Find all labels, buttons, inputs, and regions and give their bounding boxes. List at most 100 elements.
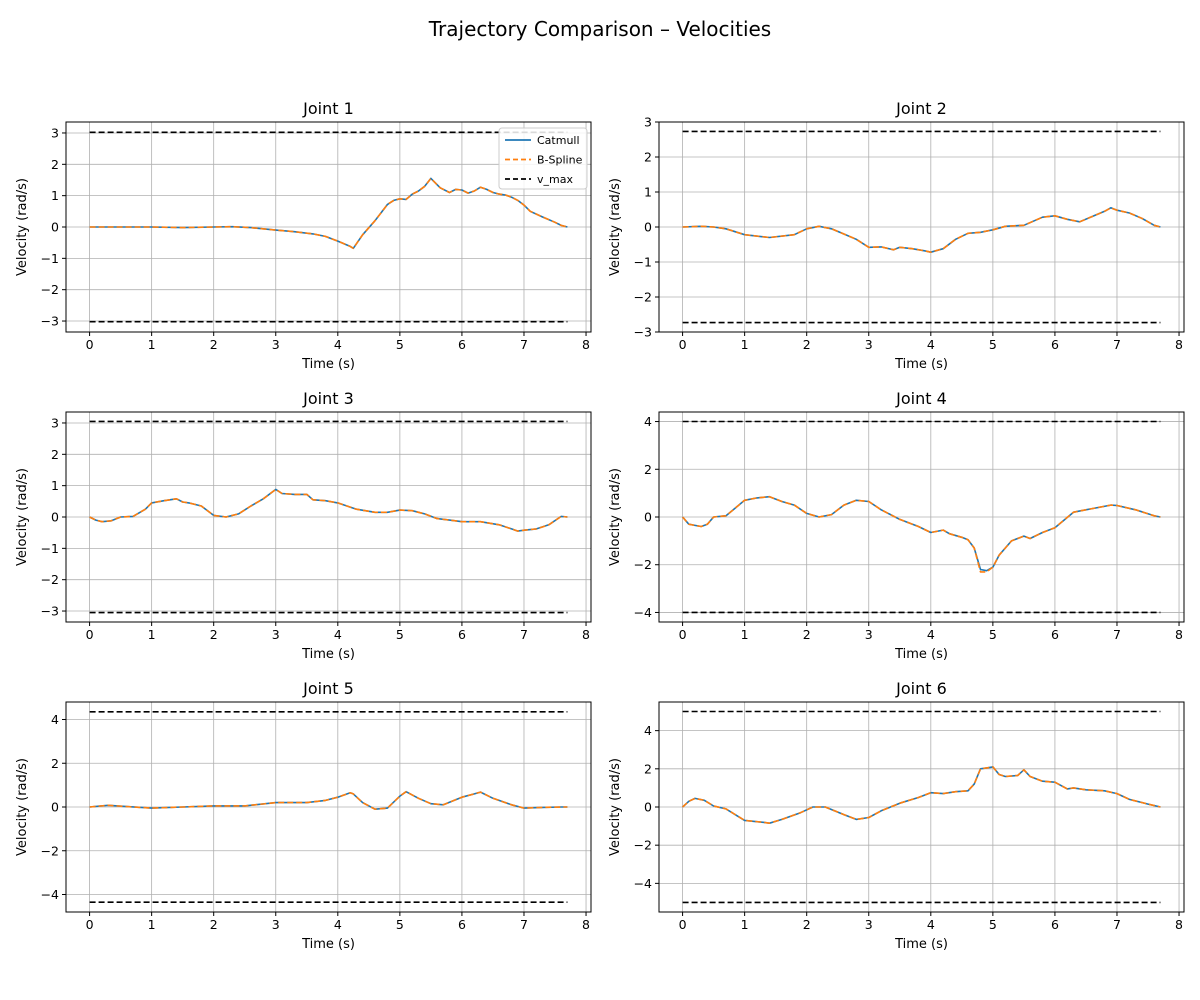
y-tick-label: 4 <box>51 712 59 727</box>
subplot-joint-1: 0 1 2 3 4 5 6 7 8 −3 −2 −1 0 1 2 3 Joint 1 Time (s) Veloci… <box>15 99 592 372</box>
x-tick-label: 8 <box>582 627 590 642</box>
x-tick-label: 7 <box>520 337 528 352</box>
x-tick-label: 8 <box>1175 917 1183 932</box>
y-tick-label: −4 <box>634 605 652 620</box>
y-tick-label: 2 <box>51 756 59 771</box>
y-tick-label: 2 <box>644 462 652 477</box>
subplot-title: Joint 6 <box>895 679 947 698</box>
y-axis-label: Velocity (rad/s) <box>608 178 623 276</box>
y-tick-label: 3 <box>51 415 59 430</box>
x-tick-label: 8 <box>1175 337 1183 352</box>
x-tick-label: 7 <box>1113 917 1121 932</box>
x-tick-label: 0 <box>86 627 94 642</box>
y-tick-label: −4 <box>634 876 652 891</box>
x-tick-label: 5 <box>989 337 997 352</box>
x-tick-label: 1 <box>148 337 156 352</box>
y-axis-label: Velocity (rad/s) <box>608 758 623 856</box>
x-tick-label: 0 <box>679 337 687 352</box>
legend-box <box>498 127 588 190</box>
x-tick-label: 4 <box>334 337 342 352</box>
x-tick-label: 2 <box>210 627 218 642</box>
y-tick-label: −2 <box>634 838 652 853</box>
x-tick-label: 5 <box>396 627 404 642</box>
subplot-joint-5: 0 1 2 3 4 5 6 7 8 −4 −2 0 2 4 Joint 5 Time (s) Velocity … <box>15 679 592 952</box>
y-tick-label: 0 <box>51 510 59 525</box>
legend: Catmull B-Spline v_max <box>498 127 588 190</box>
x-axis-label: Time (s) <box>301 647 355 662</box>
x-tick-label: 6 <box>1051 627 1059 642</box>
subplot-joint-2: 0 1 2 3 4 5 6 7 8 −3 −2 −1 0 1 2 3 Joint 2 Time (s) Veloci… <box>608 99 1185 372</box>
x-tick-label: 4 <box>927 627 935 642</box>
x-tick-label: 5 <box>989 917 997 932</box>
y-tick-label: 1 <box>51 188 59 203</box>
catmull-line <box>681 495 1161 572</box>
x-tick-label: 3 <box>272 627 280 642</box>
y-tick-label: 2 <box>51 447 59 462</box>
subplot-grid: 0 1 2 3 4 5 6 7 8 −3 −2 −1 0 1 2 3 Joint 1 Time (s) Veloci… <box>15 99 1185 952</box>
x-tick-label: 4 <box>927 917 935 932</box>
y-tick-label: −2 <box>634 290 652 305</box>
x-axis-label: Time (s) <box>301 937 355 952</box>
subplot-title: Joint 3 <box>302 389 354 408</box>
x-tick-label: 1 <box>148 627 156 642</box>
y-axis-label: Velocity (rad/s) <box>15 178 30 276</box>
y-tick-label: 1 <box>644 185 652 200</box>
x-tick-label: 5 <box>396 917 404 932</box>
x-tick-label: 0 <box>679 917 687 932</box>
x-axis-label: Time (s) <box>894 647 948 662</box>
legend-label: v_max <box>537 173 573 186</box>
catmull-line <box>89 488 568 532</box>
y-tick-label: 0 <box>644 220 652 235</box>
x-tick-label: 1 <box>148 917 156 932</box>
x-tick-label: 3 <box>272 337 280 352</box>
x-tick-label: 6 <box>458 917 466 932</box>
y-tick-label: −3 <box>634 325 652 340</box>
y-tick-label: 3 <box>51 125 59 140</box>
catmull-line <box>682 766 1161 825</box>
x-tick-label: 1 <box>741 627 749 642</box>
x-tick-label: 2 <box>210 917 218 932</box>
x-tick-label: 1 <box>741 917 749 932</box>
y-tick-label: −1 <box>41 251 59 266</box>
y-tick-label: 0 <box>644 800 652 815</box>
catmull-line <box>682 207 1161 253</box>
subplot-joint-3: 0 1 2 3 4 5 6 7 8 −3 −2 −1 0 1 2 3 Joint 3 Time (s) Veloci… <box>15 389 592 662</box>
y-tick-label: 0 <box>51 220 59 235</box>
bspline-line <box>89 790 568 811</box>
x-tick-label: 2 <box>210 337 218 352</box>
subplot-joint-6: 0 1 2 3 4 5 6 7 8 −4 −2 0 2 4 Joint 6 Time (s) Velocity … <box>608 679 1185 952</box>
x-tick-label: 0 <box>86 337 94 352</box>
y-tick-label: 4 <box>644 414 652 429</box>
x-tick-label: 8 <box>582 917 590 932</box>
y-tick-label: −2 <box>634 557 652 572</box>
y-tick-label: 0 <box>51 800 59 815</box>
subplot-title: Joint 5 <box>302 679 354 698</box>
x-tick-label: 5 <box>396 337 404 352</box>
y-tick-label: 0 <box>644 510 652 525</box>
x-tick-label: 4 <box>334 627 342 642</box>
x-tick-label: 6 <box>1051 337 1059 352</box>
x-tick-label: 5 <box>989 627 997 642</box>
x-tick-label: 7 <box>520 627 528 642</box>
legend-label: B-Spline <box>537 154 583 167</box>
x-tick-label: 6 <box>458 627 466 642</box>
figure-title: Trajectory Comparison – Velocities <box>428 17 771 41</box>
x-axis-label: Time (s) <box>894 937 948 952</box>
x-tick-label: 8 <box>582 337 590 352</box>
x-axis-label: Time (s) <box>894 357 948 372</box>
x-tick-label: 3 <box>272 917 280 932</box>
bspline-line <box>89 488 568 532</box>
legend-label: Catmull <box>537 134 580 147</box>
catmull-line <box>89 790 568 811</box>
y-tick-label: −2 <box>41 572 59 587</box>
y-tick-label: 1 <box>51 478 59 493</box>
y-tick-label: −2 <box>41 282 59 297</box>
bspline-line <box>682 207 1161 253</box>
y-axis-label: Velocity (rad/s) <box>608 468 623 566</box>
y-tick-label: −4 <box>41 887 59 902</box>
x-tick-label: 4 <box>927 337 935 352</box>
x-tick-label: 3 <box>865 627 873 642</box>
y-tick-label: 3 <box>644 115 652 130</box>
x-tick-label: 7 <box>1113 627 1121 642</box>
